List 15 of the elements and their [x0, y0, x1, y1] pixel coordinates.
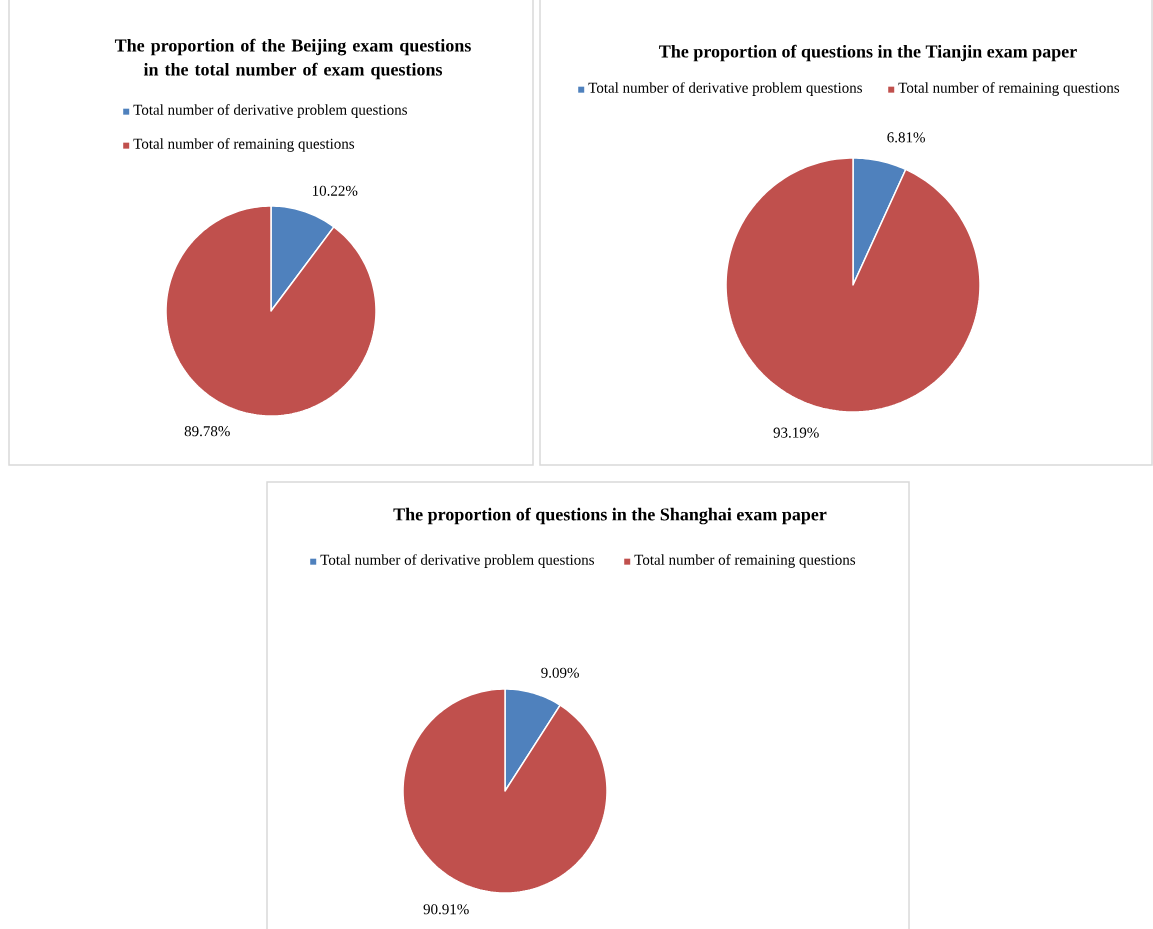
- chart-title: The proportion of questions in the Shanghai exam paper: [393, 507, 827, 525]
- data-label: 90.91%: [423, 904, 469, 915]
- legend-label: Total number of derivative problem questions: [320, 554, 594, 568]
- legend-label: Total number of derivative problem questions: [133, 104, 407, 118]
- data-label: 10.22%: [312, 185, 358, 196]
- legend-label: Total number of remaining questions: [898, 82, 1120, 96]
- legend-label: Total number of remaining questions: [133, 138, 355, 152]
- data-label: 93.19%: [773, 427, 819, 438]
- data-label: 89.78%: [184, 426, 230, 437]
- chart-title: The proportion of questions in the Tianjin exam paper: [659, 44, 1077, 62]
- data-label: 9.09%: [541, 667, 579, 678]
- data-label: 6.81%: [887, 132, 925, 143]
- chart-title: The proportion of the Beijing exam questions in the total number of exam questions: [114, 38, 471, 80]
- legend-label: Total number of derivative problem questions: [588, 82, 862, 96]
- legend-label: Total number of remaining questions: [634, 554, 856, 568]
